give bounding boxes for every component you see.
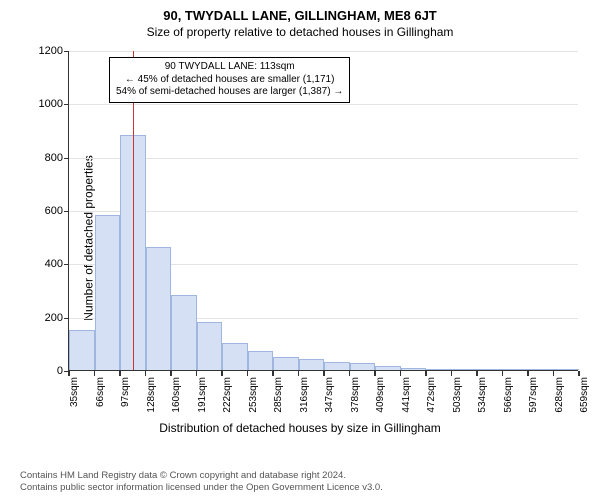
xtick-label: 97sqm: [120, 377, 131, 407]
annotation-line-3: 54% of semi-detached houses are larger (…: [116, 86, 343, 99]
histogram-bar: [222, 343, 248, 370]
x-axis-label: Distribution of detached houses by size …: [0, 421, 600, 435]
histogram-bar: [477, 369, 503, 370]
xtick-label: 409sqm: [375, 377, 386, 413]
xtick-label: 472sqm: [426, 377, 437, 413]
xtick-mark: [425, 371, 427, 376]
xtick-mark: [298, 371, 300, 376]
histogram-bar: [554, 369, 580, 370]
xtick-mark: [221, 371, 223, 376]
xtick-mark: [323, 371, 325, 376]
xtick-label: 66sqm: [95, 377, 106, 407]
xtick-mark: [196, 371, 198, 376]
xtick-label: 534sqm: [477, 377, 488, 413]
plot-area: 02004006008001000120035sqm66sqm97sqm128s…: [68, 51, 578, 371]
footer-attribution: Contains HM Land Registry data © Crown c…: [20, 470, 383, 494]
xtick-label: 566sqm: [503, 377, 514, 413]
xtick-label: 160sqm: [171, 377, 182, 413]
histogram-bar: [528, 369, 554, 370]
xtick-mark: [170, 371, 172, 376]
histogram-bar: [375, 366, 401, 370]
xtick-mark: [119, 371, 121, 376]
xtick-label: 378sqm: [350, 377, 361, 413]
histogram-bar: [401, 368, 427, 370]
annotation-line-1: 90 TWYDALL LANE: 113sqm: [116, 61, 343, 74]
histogram-bar: [146, 247, 172, 370]
xtick-label: 191sqm: [197, 377, 208, 413]
chart-subtitle: Size of property relative to detached ho…: [0, 23, 600, 43]
gridline: [69, 51, 578, 52]
gridline: [69, 104, 578, 105]
xtick-mark: [374, 371, 376, 376]
xtick-mark: [527, 371, 529, 376]
xtick-label: 35sqm: [69, 377, 80, 407]
footer-line-2: Contains public sector information licen…: [20, 482, 383, 494]
xtick-label: 503sqm: [452, 377, 463, 413]
xtick-mark: [451, 371, 453, 376]
xtick-label: 659sqm: [579, 377, 590, 413]
xtick-mark: [247, 371, 249, 376]
xtick-mark: [578, 371, 580, 376]
page-title: 90, TWYDALL LANE, GILLINGHAM, ME8 6JT: [0, 0, 600, 23]
annotation-line-2: ← 45% of detached houses are smaller (1,…: [116, 74, 343, 87]
xtick-mark: [68, 371, 70, 376]
ytick-label: 400: [45, 258, 69, 270]
ytick-label: 600: [45, 205, 69, 217]
histogram-bar: [324, 362, 350, 370]
histogram-bar: [69, 330, 95, 370]
ytick-label: 200: [45, 312, 69, 324]
histogram-bar: [95, 215, 121, 370]
xtick-label: 316sqm: [299, 377, 310, 413]
ytick-label: 1200: [39, 45, 69, 57]
xtick-mark: [145, 371, 147, 376]
annotation-box: 90 TWYDALL LANE: 113sqm ← 45% of detache…: [109, 57, 350, 103]
histogram-bar: [503, 369, 529, 370]
xtick-label: 597sqm: [528, 377, 539, 413]
xtick-label: 222sqm: [222, 377, 233, 413]
xtick-label: 253sqm: [248, 377, 259, 413]
histogram-bar: [350, 363, 376, 370]
xtick-mark: [272, 371, 274, 376]
xtick-label: 128sqm: [146, 377, 157, 413]
histogram-bar: [273, 357, 299, 370]
histogram-bar: [248, 351, 274, 370]
xtick-mark: [553, 371, 555, 376]
xtick-mark: [94, 371, 96, 376]
xtick-mark: [476, 371, 478, 376]
xtick-label: 628sqm: [554, 377, 565, 413]
ytick-label: 800: [45, 152, 69, 164]
xtick-label: 285sqm: [273, 377, 284, 413]
xtick-mark: [400, 371, 402, 376]
histogram-bar: [171, 295, 197, 370]
xtick-mark: [502, 371, 504, 376]
footer-line-1: Contains HM Land Registry data © Crown c…: [20, 470, 383, 482]
xtick-label: 441sqm: [401, 377, 412, 413]
histogram-bar: [452, 369, 478, 370]
xtick-mark: [349, 371, 351, 376]
chart-container: Number of detached properties 0200400600…: [0, 43, 600, 433]
ytick-label: 0: [57, 365, 69, 377]
histogram-bar: [426, 369, 452, 370]
histogram-bar: [197, 322, 223, 370]
histogram-bar: [299, 359, 325, 370]
ytick-label: 1000: [39, 98, 69, 110]
xtick-label: 347sqm: [324, 377, 335, 413]
